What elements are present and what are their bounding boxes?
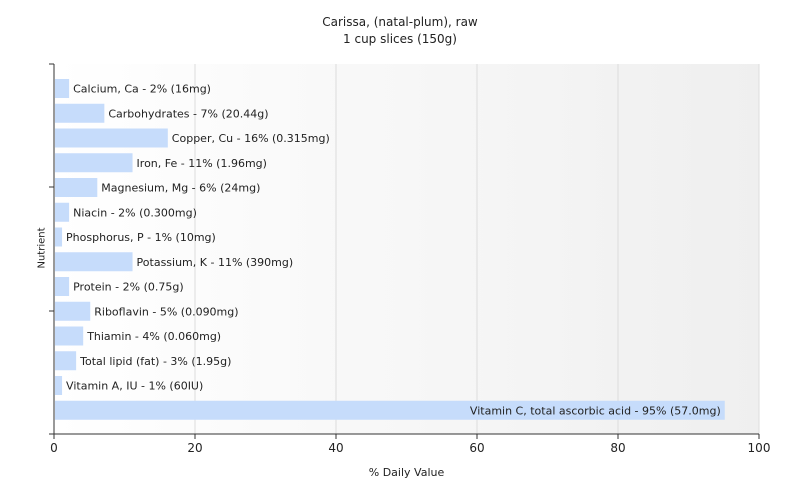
bar [55,400,725,420]
bar [55,153,133,173]
x-axis-label: % Daily Value [368,466,445,479]
x-tick-label: 40 [328,441,343,455]
bar [55,277,70,296]
bar-data-label: Iron, Fe - 11% (1.96mg) [137,157,267,170]
bar-data-label: Carbohydrates - 7% (20.44g) [108,107,268,120]
bar-data-label: Calcium, Ca - 2% (16mg) [73,83,211,96]
bar [55,178,98,197]
bars: Calcium, Ca - 2% (16mg) Carbohydrates - 7… [55,79,725,420]
chart-title-block: Carissa, (natal-plum), raw 1 cup slices … [0,14,800,48]
chart-title: Carissa, (natal-plum), raw [322,15,478,29]
bar-data-label: Phosphorus, P - 1% (10mg) [66,231,216,244]
bar [55,103,105,123]
tick-labels: 0 20 40 60 80 100 [50,441,770,455]
axes [49,63,760,439]
bar [55,128,168,148]
gridlines [194,64,760,434]
x-tick-label: 0 [50,441,58,455]
chart-subtitle: 1 cup slices (150g) [343,32,457,46]
bar-data-label: Vitamin C, total ascorbic acid - 95% (57… [470,404,721,417]
x-tick-label: 100 [748,441,771,455]
y-axis-label: Nutrient [36,227,48,269]
bar-data-label: Total lipid (fat) - 3% (1.95g) [79,355,231,368]
bar [55,376,63,395]
bar-data-label: Thiamin - 4% (0.060mg) [86,330,221,343]
bar-data-label: Magnesium, Mg - 6% (24mg) [101,182,260,195]
bar-data-label: Riboflavin - 5% (0.090mg) [94,305,238,318]
bar-data-label: Potassium, K - 11% (390mg) [137,256,294,269]
x-tick-label: 80 [610,441,625,455]
x-tick-label: 60 [469,441,484,455]
bar-data-label: Copper, Cu - 16% (0.315mg) [172,132,330,145]
bar [55,79,70,98]
bar-data-label: Niacin - 2% (0.300mg) [73,206,197,219]
bar [55,202,70,222]
bar-data-label: Protein - 2% (0.75g) [73,281,184,294]
bar [55,351,77,371]
bar [55,227,63,247]
plot-area [54,64,759,434]
bar [55,252,133,272]
x-tick-label: 20 [187,441,202,455]
bar [55,301,91,321]
bar [55,326,84,346]
bar-data-label: Vitamin A, IU - 1% (60IU) [66,380,203,393]
